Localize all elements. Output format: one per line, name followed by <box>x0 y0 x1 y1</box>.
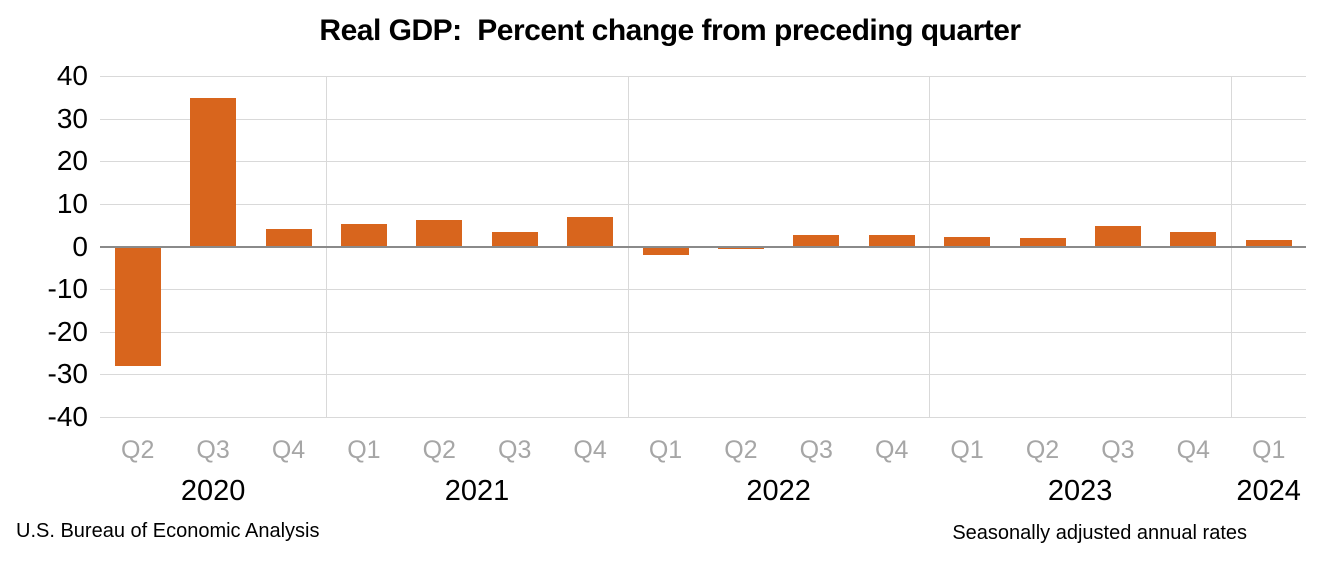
bar-2023-Q3 <box>1094 225 1141 247</box>
x-tick-quarter: Q1 <box>950 436 984 464</box>
bar-2023-Q1 <box>944 237 991 247</box>
x-tick-year: 2020 <box>180 475 246 507</box>
x-tick-year: 2023 <box>1047 475 1113 507</box>
x-tick-year: 2021 <box>444 475 510 507</box>
x-tick-quarter: Q1 <box>648 436 683 464</box>
y-tick-label: -30 <box>47 358 88 390</box>
bar-2022-Q4 <box>868 235 915 247</box>
x-tick-quarter: Q2 <box>121 436 155 464</box>
gridline <box>100 203 1307 205</box>
x-tick-quarter: Q1 <box>347 436 381 464</box>
x-tick-quarter: Q3 <box>1101 436 1135 464</box>
x-tick-quarter: Q2 <box>1025 436 1060 464</box>
x-tick-quarter: Q1 <box>1252 436 1286 464</box>
bar-2020-Q3 <box>190 98 237 247</box>
bar-2020-Q4 <box>265 228 312 247</box>
gridline <box>100 331 1307 333</box>
bar-2023-Q4 <box>1170 232 1217 247</box>
bar-2021-Q2 <box>416 220 463 247</box>
x-tick-quarter: Q3 <box>196 436 230 464</box>
x-tick-year: 2022 <box>746 475 811 507</box>
gridline <box>100 76 1307 77</box>
gridline <box>100 289 1307 291</box>
x-tick-quarter: Q4 <box>573 436 607 464</box>
zero-axis-line <box>100 245 1307 248</box>
bar-2023-Q2 <box>1019 237 1066 247</box>
source-note: U.S. Bureau of Economic Analysis <box>16 520 320 542</box>
y-tick-label: 0 <box>72 230 88 262</box>
x-tick-quarter: Q4 <box>875 436 909 464</box>
y-tick-label: 20 <box>56 145 88 177</box>
bar-2022-Q1 <box>642 246 689 256</box>
y-tick-label: -40 <box>47 401 88 432</box>
gridline <box>100 417 1307 418</box>
gridline <box>100 374 1307 376</box>
x-tick-quarter: Q4 <box>1176 436 1210 464</box>
bar-2020-Q2 <box>114 246 161 366</box>
y-tick-label: -10 <box>47 273 88 305</box>
x-tick-quarter: Q4 <box>271 436 306 464</box>
x-tick-quarter: Q3 <box>799 436 833 464</box>
bar-2021-Q1 <box>340 224 387 247</box>
x-tick-quarter: Q3 <box>498 436 532 464</box>
x-tick-year: 2024 <box>1236 475 1301 507</box>
gridline <box>100 161 1307 163</box>
adjustment-note: Seasonally adjusted annual rates <box>952 522 1247 544</box>
chart-title: Real GDP: Percent change from preceding … <box>319 14 1021 47</box>
bar-2021-Q4 <box>567 216 614 247</box>
bar-2021-Q3 <box>491 232 538 247</box>
x-tick-quarter: Q2 <box>422 436 456 464</box>
y-tick-label: 40 <box>56 60 88 91</box>
bar-2022-Q2 <box>717 246 764 250</box>
y-tick-label: 10 <box>56 187 88 219</box>
bar-2024-Q1 <box>1245 239 1292 247</box>
gridline <box>100 118 1307 120</box>
y-tick-label: 30 <box>56 102 88 134</box>
x-tick-quarter: Q2 <box>724 436 758 464</box>
bar-2022-Q3 <box>793 234 840 247</box>
y-tick-label: -20 <box>47 315 88 347</box>
